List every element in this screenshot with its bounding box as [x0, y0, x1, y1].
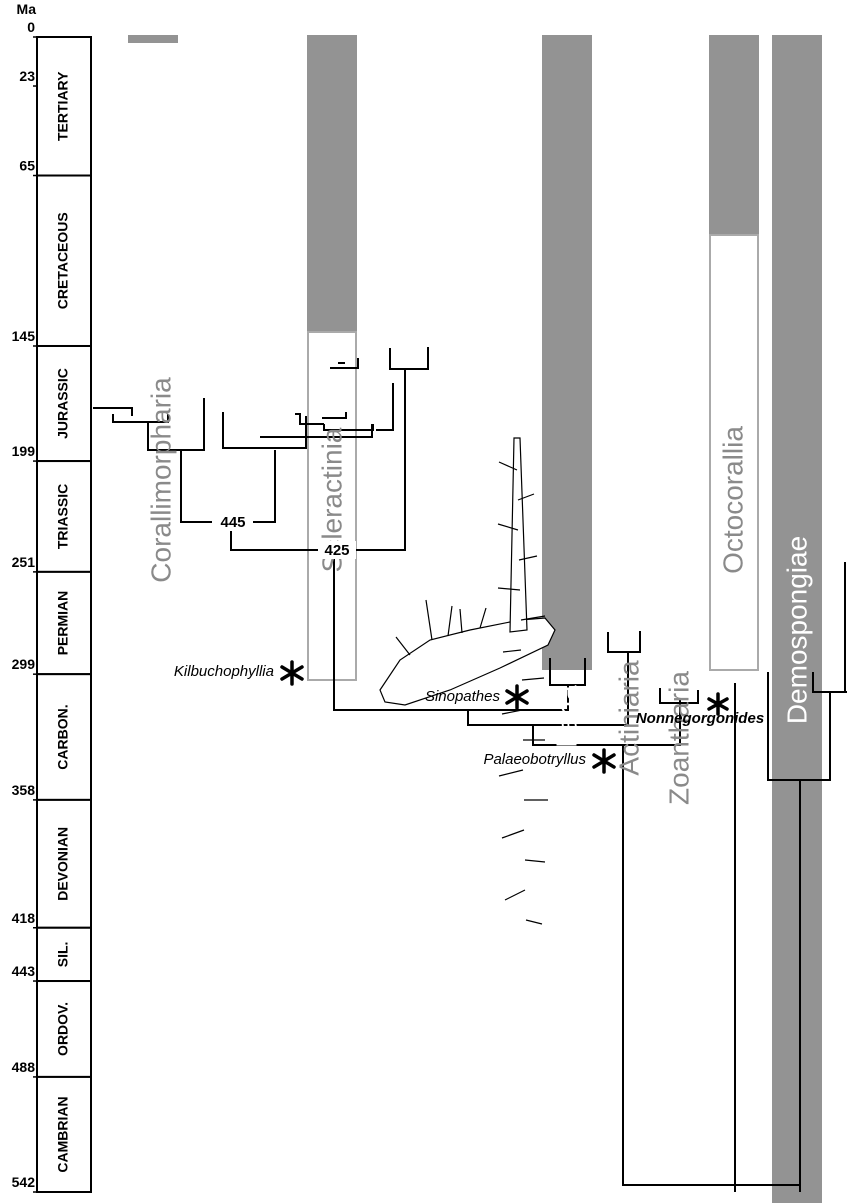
tick-label: 488	[12, 1059, 36, 1075]
tick-label: 443	[12, 963, 36, 979]
fossil-label: Sinopathes	[425, 688, 501, 705]
taxon-label: Octocorallia	[717, 426, 748, 574]
taxon-label: Demospongiae	[781, 536, 812, 724]
range-bars	[128, 35, 822, 1203]
asterisk	[282, 662, 302, 684]
taxon-label: Corallimorpharia	[145, 377, 176, 583]
period-label: CARBON.	[55, 704, 71, 769]
range-bar	[542, 35, 592, 670]
period-label: DEVONIAN	[55, 827, 71, 901]
tick-label: 0	[27, 19, 35, 35]
tick-label: 23	[19, 68, 35, 84]
tick-label: 299	[12, 656, 36, 672]
period-label: CAMBRIAN	[55, 1096, 71, 1172]
period-label: TRIASSIC	[55, 484, 71, 549]
fossil-label: Palaeobotryllus	[483, 751, 586, 768]
range-bar	[709, 35, 759, 235]
period-label: SIL.	[55, 942, 71, 968]
tick-label: 542	[12, 1174, 36, 1190]
period-label: ORDOV.	[55, 1002, 71, 1056]
taxon-label: Zoantharia	[663, 671, 694, 805]
tick-label: 199	[12, 443, 36, 459]
node-label: 425	[324, 542, 349, 559]
tick-label: 251	[12, 554, 36, 570]
fossil-label: Nonnegorgonides	[636, 710, 764, 727]
timescale: TERTIARY CRETACEOUS JURASSIC TRIASSIC PERMIA…	[12, 19, 91, 1192]
range-bar	[128, 35, 178, 43]
asterisk	[507, 686, 527, 708]
tick-label: 358	[12, 782, 36, 798]
fossil-stem	[510, 438, 527, 632]
range-bar	[307, 35, 357, 332]
node-label: 445	[220, 514, 245, 531]
period-label: TERTIARY	[55, 71, 71, 141]
axis-unit: Ma	[17, 1, 37, 17]
asterisk	[594, 750, 614, 772]
tick-label: 65	[19, 158, 35, 174]
period-label: JURASSIC	[55, 368, 71, 439]
fossil-drawing	[380, 438, 555, 924]
period-label: CRETACEOUS	[55, 212, 71, 309]
fossil-label: Kilbuchophyllia	[174, 663, 274, 680]
figure: TERTIARY CRETACEOUS JURASSIC TRIASSIC PERMIA…	[0, 0, 847, 1203]
period-label: PERMIAN	[55, 591, 71, 656]
tick-label: 418	[12, 910, 36, 926]
tick-label: 145	[12, 328, 36, 344]
